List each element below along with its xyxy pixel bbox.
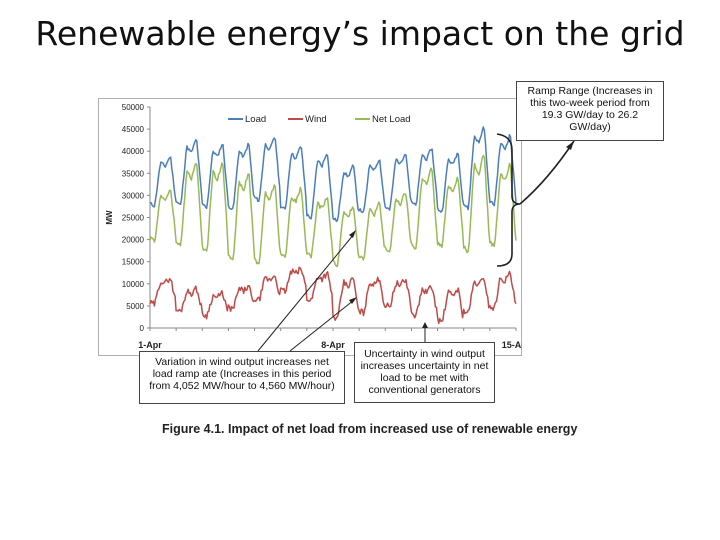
series-line-wind [149,266,517,325]
ramp-range-brace [496,133,521,267]
ramp-range-arrow [519,140,575,205]
legend-label-net-load: Net Load [372,114,411,125]
series-line-load [149,126,517,223]
wind-variation-callout: Variation in wind output increases net l… [139,351,345,404]
x-tick-label: 1-Apr [138,340,162,350]
y-tick-label: 40000 [122,147,145,156]
y-tick-label: 5000 [126,302,144,311]
variation-arrowhead-wind [349,297,357,304]
variation-arrow-wind [289,299,355,352]
variation-arrowhead-net [349,230,356,238]
wind-uncertainty-callout: Uncertainty in wind output increases unc… [354,342,495,403]
uncertainty-arrowhead [422,322,428,328]
y-tick-label: 25000 [122,214,145,223]
legend-label-load: Load [245,114,266,125]
legend: Load Wind Net Load [228,114,411,125]
y-tick-label: 30000 [122,191,145,200]
legend-label-wind: Wind [305,114,327,125]
y-tick-label: 50000 [122,103,145,112]
y-tick-label: 35000 [122,169,145,178]
x-tick-label: 8-Apr [321,340,345,350]
y-tick-label: 45000 [122,125,145,134]
slide-title: Renewable energy’s impact on the grid [35,14,685,53]
y-tick-label: 0 [140,324,145,333]
y-tick-label: 10000 [122,280,145,289]
figure-caption: Figure 4.1. Impact of net load from incr… [162,422,578,436]
ramp-range-arrowhead [566,141,574,150]
y-axis-label: MW [105,210,114,225]
ramp-range-callout: Ramp Range (Increases in this two-week p… [516,81,664,141]
y-tick-label: 15000 [122,258,145,267]
y-axis: 0 5000 10000 15000 20000 25000 30000 35000 40000… [105,103,151,333]
chart-frame [98,98,522,356]
y-tick-label: 20000 [122,236,145,245]
variation-arrow-net [257,233,355,352]
x-axis: 1-Apr 8-Apr 15-Apr [138,327,522,350]
x-tick-label: 15-Apr [502,340,522,350]
